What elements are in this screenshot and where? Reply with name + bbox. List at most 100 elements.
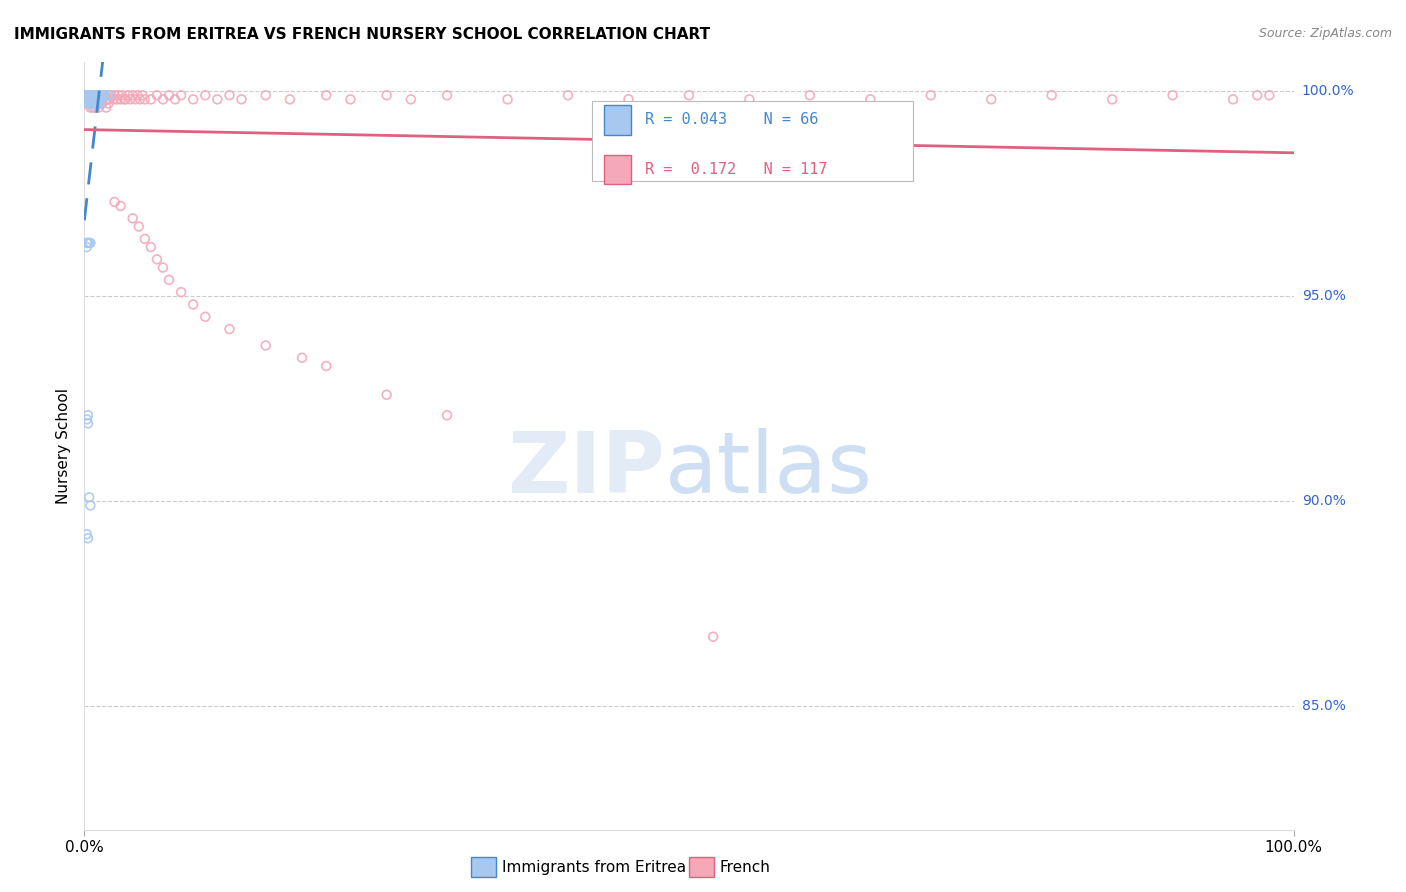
- Point: [152, 92, 174, 106]
- Point: [80, 96, 103, 111]
- Text: Source: ZipAtlas.com: Source: ZipAtlas.com: [1258, 27, 1392, 40]
- Point: [83, 92, 105, 106]
- Point: [181, 297, 204, 311]
- Point: [152, 260, 174, 275]
- Point: [84, 96, 107, 111]
- Point: [77, 92, 100, 106]
- Point: [129, 92, 152, 106]
- Point: [134, 232, 156, 246]
- Point: [77, 88, 100, 103]
- Point: [120, 92, 142, 106]
- Point: [139, 240, 162, 254]
- FancyBboxPatch shape: [592, 101, 912, 181]
- Point: [231, 92, 253, 106]
- Point: [86, 88, 108, 103]
- Text: atlas: atlas: [665, 427, 873, 510]
- Text: IMMIGRANTS FROM ERITREA VS FRENCH NURSERY SCHOOL CORRELATION CHART: IMMIGRANTS FROM ERITREA VS FRENCH NURSER…: [14, 27, 710, 42]
- Point: [82, 101, 104, 115]
- Point: [799, 88, 821, 103]
- Point: [124, 92, 146, 106]
- Point: [79, 101, 101, 115]
- Point: [87, 92, 110, 106]
- Point: [76, 96, 98, 111]
- Point: [82, 92, 104, 106]
- Point: [83, 88, 105, 103]
- Point: [339, 92, 361, 106]
- Point: [82, 88, 104, 103]
- Point: [77, 96, 100, 111]
- Point: [76, 92, 98, 106]
- Point: [436, 88, 458, 103]
- Point: [86, 92, 108, 106]
- Point: [77, 96, 100, 111]
- Point: [114, 92, 136, 106]
- Point: [80, 92, 103, 106]
- Point: [77, 96, 100, 111]
- Point: [86, 92, 108, 106]
- Point: [315, 359, 337, 373]
- Point: [86, 96, 108, 111]
- Point: [77, 96, 100, 111]
- Point: [218, 322, 240, 336]
- Point: [83, 92, 105, 106]
- Point: [77, 88, 100, 103]
- Text: 90.0%: 90.0%: [1302, 494, 1346, 508]
- Point: [79, 92, 101, 106]
- Point: [79, 92, 101, 106]
- Bar: [605, 155, 631, 185]
- Point: [738, 92, 761, 106]
- Text: ZIP: ZIP: [508, 427, 665, 510]
- Point: [436, 409, 458, 423]
- Point: [86, 92, 108, 106]
- Point: [702, 630, 724, 644]
- Point: [157, 88, 180, 103]
- Point: [83, 96, 105, 111]
- Point: [859, 92, 882, 106]
- Point: [181, 92, 204, 106]
- Point: [83, 88, 105, 103]
- Point: [77, 92, 100, 106]
- Point: [80, 92, 103, 106]
- Point: [254, 338, 277, 352]
- Point: [496, 92, 519, 106]
- Point: [84, 92, 107, 106]
- Point: [76, 527, 98, 541]
- Point: [87, 88, 110, 103]
- Point: [90, 88, 112, 103]
- Point: [79, 88, 101, 103]
- Text: R = 0.043    N = 66: R = 0.043 N = 66: [645, 112, 818, 128]
- Point: [77, 88, 100, 103]
- Point: [111, 88, 134, 103]
- Point: [76, 412, 98, 426]
- Point: [77, 88, 100, 103]
- Point: [77, 92, 100, 106]
- Point: [84, 101, 107, 115]
- Point: [1101, 92, 1123, 106]
- Point: [89, 92, 111, 106]
- Point: [96, 92, 118, 106]
- Point: [1040, 88, 1063, 103]
- Point: [105, 92, 128, 106]
- Point: [90, 96, 112, 111]
- Point: [254, 88, 277, 103]
- Point: [84, 101, 107, 115]
- Point: [920, 88, 942, 103]
- Point: [75, 88, 97, 103]
- Point: [86, 92, 108, 106]
- Point: [291, 351, 314, 365]
- Point: [170, 88, 193, 103]
- Text: 95.0%: 95.0%: [1302, 289, 1346, 303]
- Point: [91, 96, 114, 111]
- Point: [79, 92, 101, 106]
- Text: French: French: [720, 860, 770, 874]
- Point: [86, 88, 108, 103]
- Y-axis label: Nursery School: Nursery School: [56, 388, 72, 504]
- Point: [80, 96, 103, 111]
- Point: [79, 92, 101, 106]
- Point: [82, 92, 104, 106]
- Point: [77, 88, 100, 103]
- Point: [82, 96, 104, 111]
- Point: [84, 88, 107, 103]
- Point: [103, 92, 125, 106]
- Point: [82, 88, 104, 103]
